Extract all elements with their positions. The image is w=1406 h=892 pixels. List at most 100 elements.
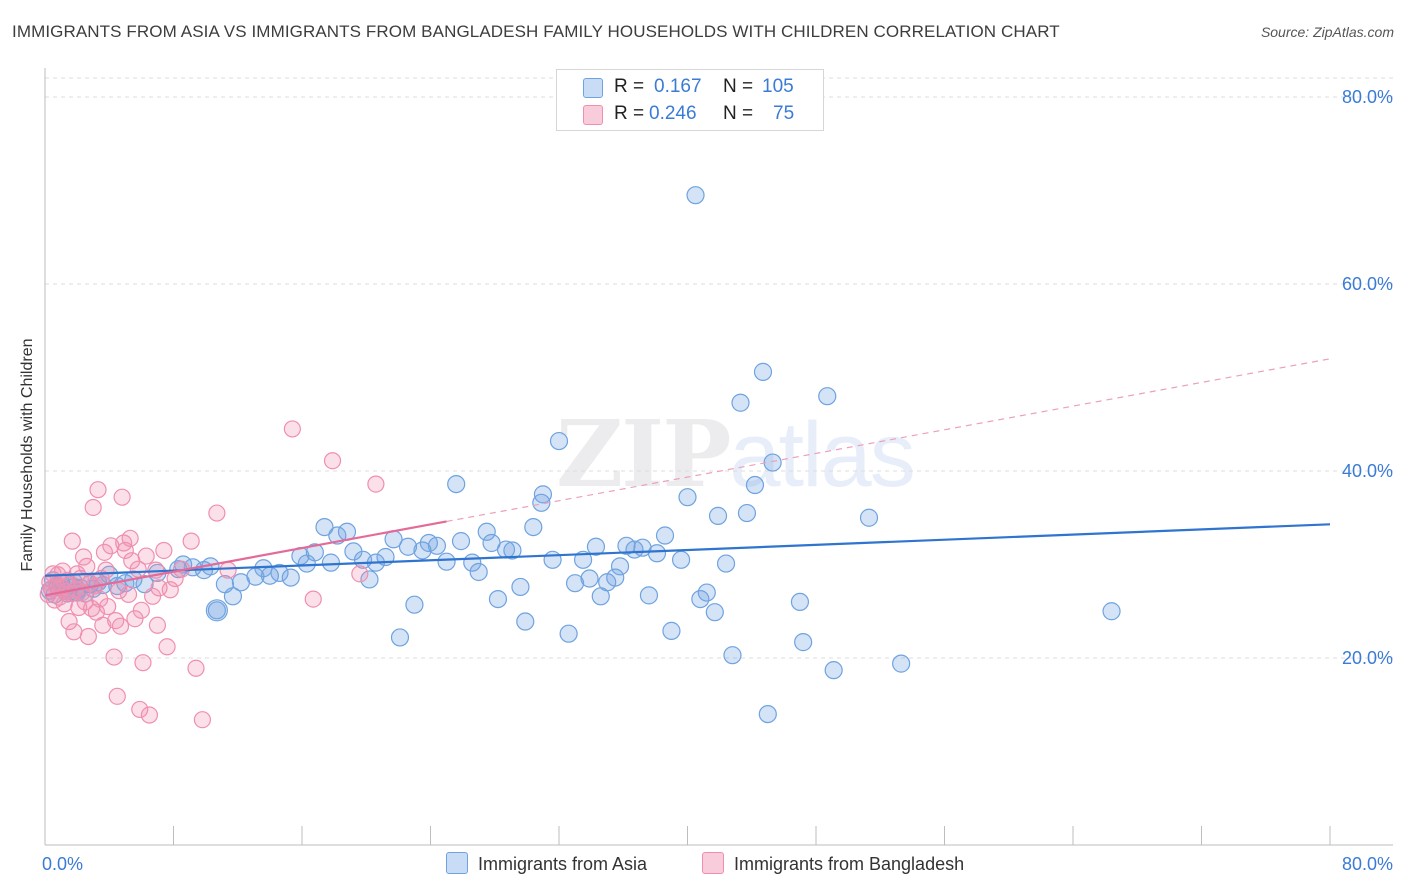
asia-point — [451, 532, 471, 551]
bangladesh-point — [63, 532, 81, 550]
bottom-legend-bangladesh[interactable]: Immigrants from Bangladesh — [702, 852, 964, 875]
bangladesh-point — [208, 504, 226, 522]
bangladesh-point — [134, 654, 152, 672]
y-tick-label: 40.0% — [1342, 461, 1393, 481]
bangladesh-point — [105, 648, 123, 666]
asia-point — [413, 541, 432, 560]
bangladesh-point — [131, 700, 149, 719]
asia-point — [565, 574, 585, 593]
bangladesh-point — [65, 623, 83, 641]
asia-point — [731, 393, 750, 412]
gridlines — [45, 77, 1393, 659]
asia-point — [533, 485, 553, 504]
bottom-legend-label-bangladesh: Immigrants from Bangladesh — [734, 854, 965, 874]
y-tick-label: 20.0% — [1342, 648, 1393, 668]
trend-line-bangladesh — [44, 520, 447, 597]
bangladesh-point — [140, 706, 159, 724]
asia-point — [716, 554, 736, 573]
asia-point — [398, 537, 418, 556]
bangladesh-point — [108, 687, 126, 705]
y-tick-label: 80.0% — [1342, 87, 1393, 107]
asia-point — [745, 475, 765, 495]
bangladesh-point — [84, 498, 102, 517]
legend-swatch-asia — [583, 78, 603, 98]
asia-point — [488, 589, 508, 609]
legend-n-value-asia: 105 — [762, 76, 794, 97]
asia-point — [390, 628, 410, 647]
asia-point — [360, 570, 379, 589]
bangladesh-point — [182, 532, 200, 550]
asia-point — [270, 563, 289, 583]
asia-point — [1102, 602, 1121, 621]
source-credit: Source: ZipAtlas.com — [1260, 24, 1394, 40]
trend-line-bangladesh-projection — [446, 358, 1331, 523]
asia-point — [573, 550, 593, 569]
legend-r-label: R = — [614, 76, 645, 97]
asia-point — [758, 704, 777, 724]
bangladesh-point — [107, 611, 125, 630]
asia-point — [315, 517, 334, 537]
asia-point — [697, 583, 716, 602]
bangladesh-point — [158, 638, 176, 656]
bangladesh-point — [76, 593, 94, 611]
asia-point — [223, 587, 243, 606]
asia-point — [790, 592, 810, 612]
asia-point — [686, 186, 705, 205]
asia-point — [305, 543, 324, 562]
asia-point — [586, 537, 606, 556]
y-tick-label: 60.0% — [1342, 274, 1393, 294]
asia-point — [321, 553, 341, 572]
bangladesh-point — [161, 581, 179, 599]
bangladesh-point — [137, 547, 155, 565]
asia-point — [610, 557, 630, 576]
bangladesh-point — [219, 561, 237, 579]
trend-lines — [44, 358, 1331, 597]
legend-r-value-bangladesh: 0.246 — [649, 103, 697, 124]
asia-point — [892, 654, 911, 673]
asia-point — [207, 601, 226, 620]
bangladesh-point — [99, 597, 117, 616]
bangladesh-point — [351, 565, 369, 583]
asia-point — [705, 603, 724, 622]
bangladesh-point — [97, 561, 115, 579]
bangladesh-point — [79, 627, 97, 646]
legend-swatch-bangladesh — [583, 105, 603, 125]
bangladesh-point — [113, 488, 131, 506]
asia-point — [437, 552, 456, 571]
chart-title: IMMIGRANTS FROM ASIA VS IMMIGRANTS FROM … — [12, 22, 1060, 41]
axes — [44, 68, 1393, 846]
asia-point — [737, 503, 757, 523]
asia-point — [763, 453, 782, 472]
asia-point — [606, 568, 625, 587]
asia-point — [447, 474, 466, 494]
series-asia-points — [40, 186, 1121, 724]
tick-labels: 20.0% 40.0% 60.0% 80.0% 0.0% 80.0% — [42, 87, 1393, 874]
asia-point — [559, 624, 578, 643]
asia-point — [753, 362, 773, 381]
bangladesh-point — [283, 420, 301, 438]
series-bangladesh-points — [39, 420, 385, 729]
asia-point — [794, 633, 813, 652]
asia-point — [205, 599, 228, 622]
asia-point — [859, 508, 879, 527]
asia-point — [427, 536, 447, 555]
asia-point — [723, 646, 742, 665]
bottom-legend-asia[interactable]: Immigrants from Asia — [446, 852, 647, 875]
y-axis-label: Family Households with Children — [19, 338, 36, 572]
trend-line-asia — [44, 523, 1331, 577]
bottom-legend-swatch-bangladesh — [702, 852, 724, 874]
asia-point — [524, 517, 543, 537]
bangladesh-point — [304, 590, 322, 608]
asia-point — [580, 569, 599, 588]
x-tick-label: 0.0% — [42, 854, 83, 874]
asia-point — [543, 550, 562, 569]
asia-point — [655, 526, 675, 545]
bangladesh-point — [95, 543, 114, 561]
asia-point — [511, 577, 530, 597]
legend-row-asia: R = 0.167 N = 105 — [557, 74, 823, 100]
bangladesh-point — [78, 557, 96, 575]
legend-r-value-asia: 0.167 — [654, 76, 702, 97]
asia-point — [818, 387, 837, 406]
asia-point — [281, 568, 300, 587]
bangladesh-point — [121, 529, 139, 547]
